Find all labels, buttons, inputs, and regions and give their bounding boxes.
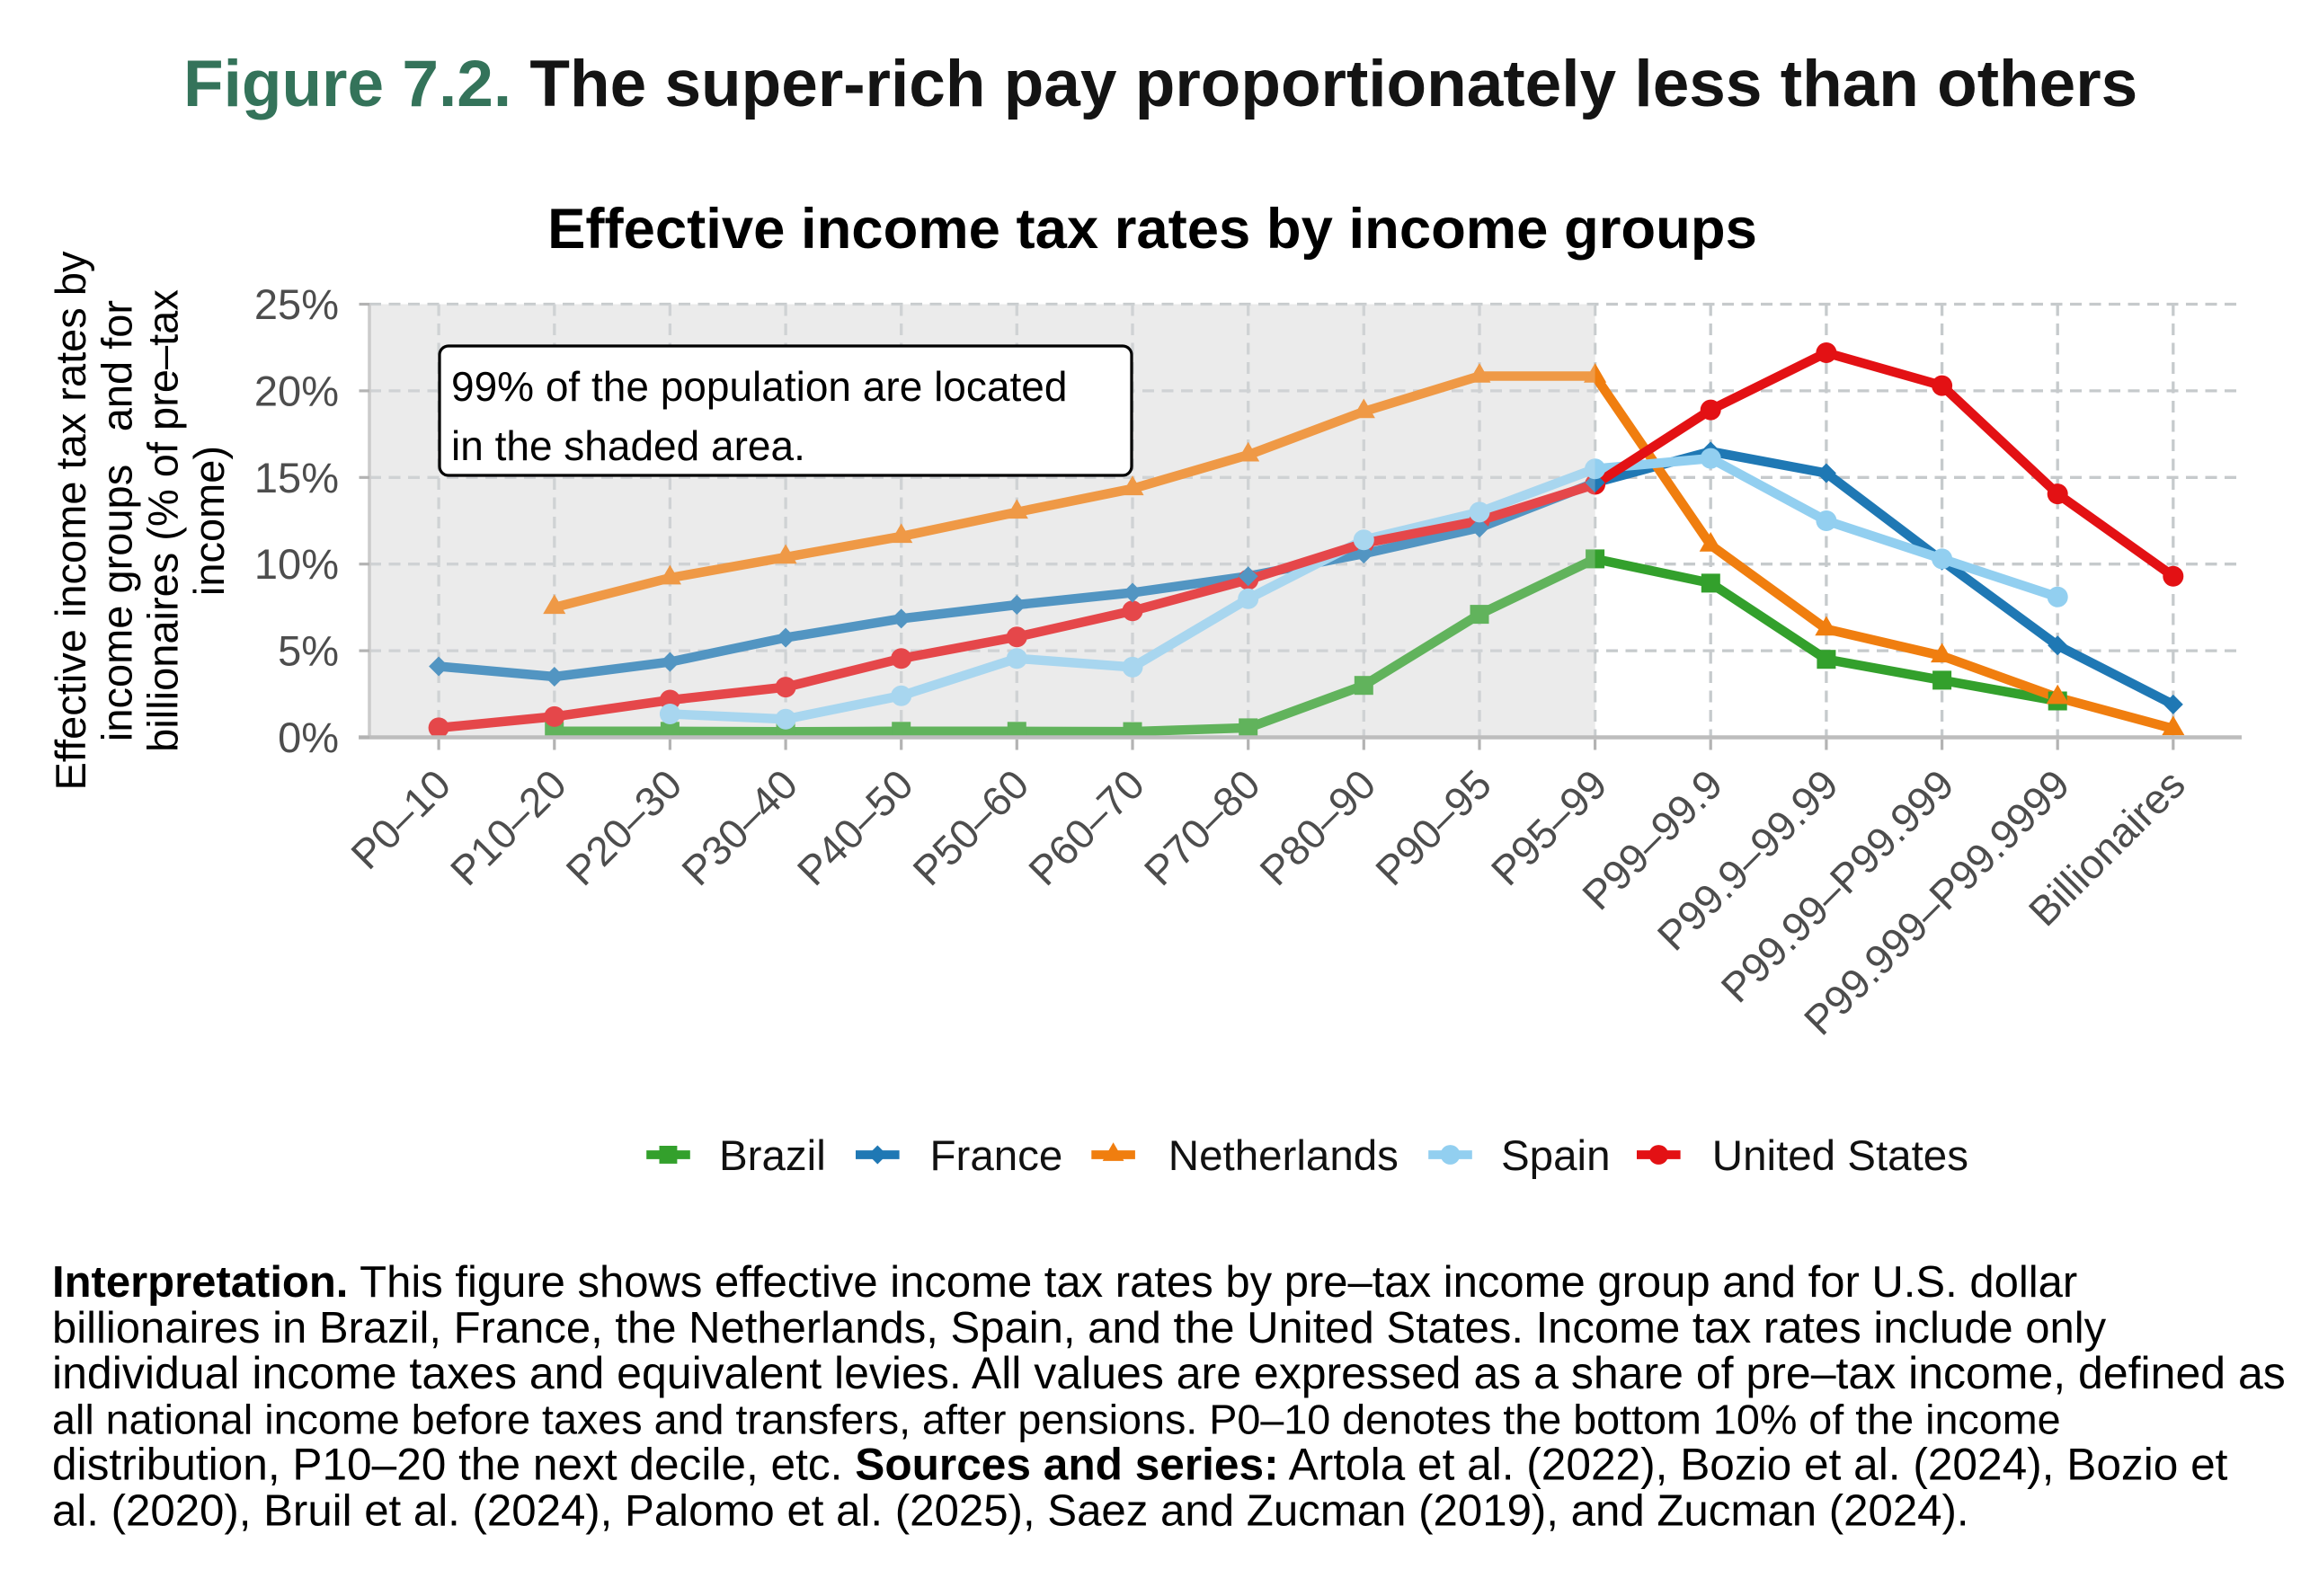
svg-text:distribution, P10–20 the next: distribution, P10–20 the next decile, et… [52, 1440, 2228, 1490]
svg-text:Effective income tax rates by: Effective income tax rates by income gro… [547, 198, 1757, 261]
svg-text:United States: United States [1712, 1132, 1968, 1180]
svg-text:20%: 20% [254, 367, 339, 414]
svg-text:Figure 7.2. The super-rich pay: Figure 7.2. The super-rich pay proportio… [183, 48, 2137, 120]
svg-text:10%: 10% [254, 540, 339, 588]
svg-text:Netherlands: Netherlands [1168, 1132, 1399, 1180]
svg-text:Interpretation. This figure sh: Interpretation. This figure shows effect… [52, 1258, 2077, 1307]
svg-text:Effective income tax rates by: Effective income tax rates by [47, 251, 94, 790]
svg-text:25%: 25% [254, 280, 339, 328]
svg-text:income groups and for: income groups and for [93, 300, 140, 741]
svg-text:income): income) [185, 446, 233, 596]
svg-text:billionaires in Brazil, France: billionaires in Brazil, France, the Neth… [52, 1304, 2107, 1352]
svg-text:billionaires (% of pre–tax: billionaires (% of pre–tax [139, 289, 187, 752]
svg-text:France: France [930, 1132, 1063, 1180]
svg-text:al. (2020), Bruil et al. (2024: al. (2020), Bruil et al. (2024), Palomo … [52, 1486, 1969, 1536]
svg-text:0%: 0% [278, 714, 339, 761]
svg-text:individual income taxes and eq: individual income taxes and equivalent l… [52, 1348, 2286, 1398]
svg-text:in the shaded area.: in the shaded area. [451, 422, 805, 469]
svg-text:Brazil: Brazil [719, 1132, 826, 1180]
svg-text:15%: 15% [254, 454, 339, 501]
svg-text:Spain: Spain [1501, 1132, 1611, 1180]
svg-text:all national income before tax: all national income before taxes and tra… [52, 1396, 2061, 1443]
svg-text:99% of the population are loca: 99% of the population are located [451, 363, 1067, 410]
svg-text:5%: 5% [278, 627, 339, 675]
